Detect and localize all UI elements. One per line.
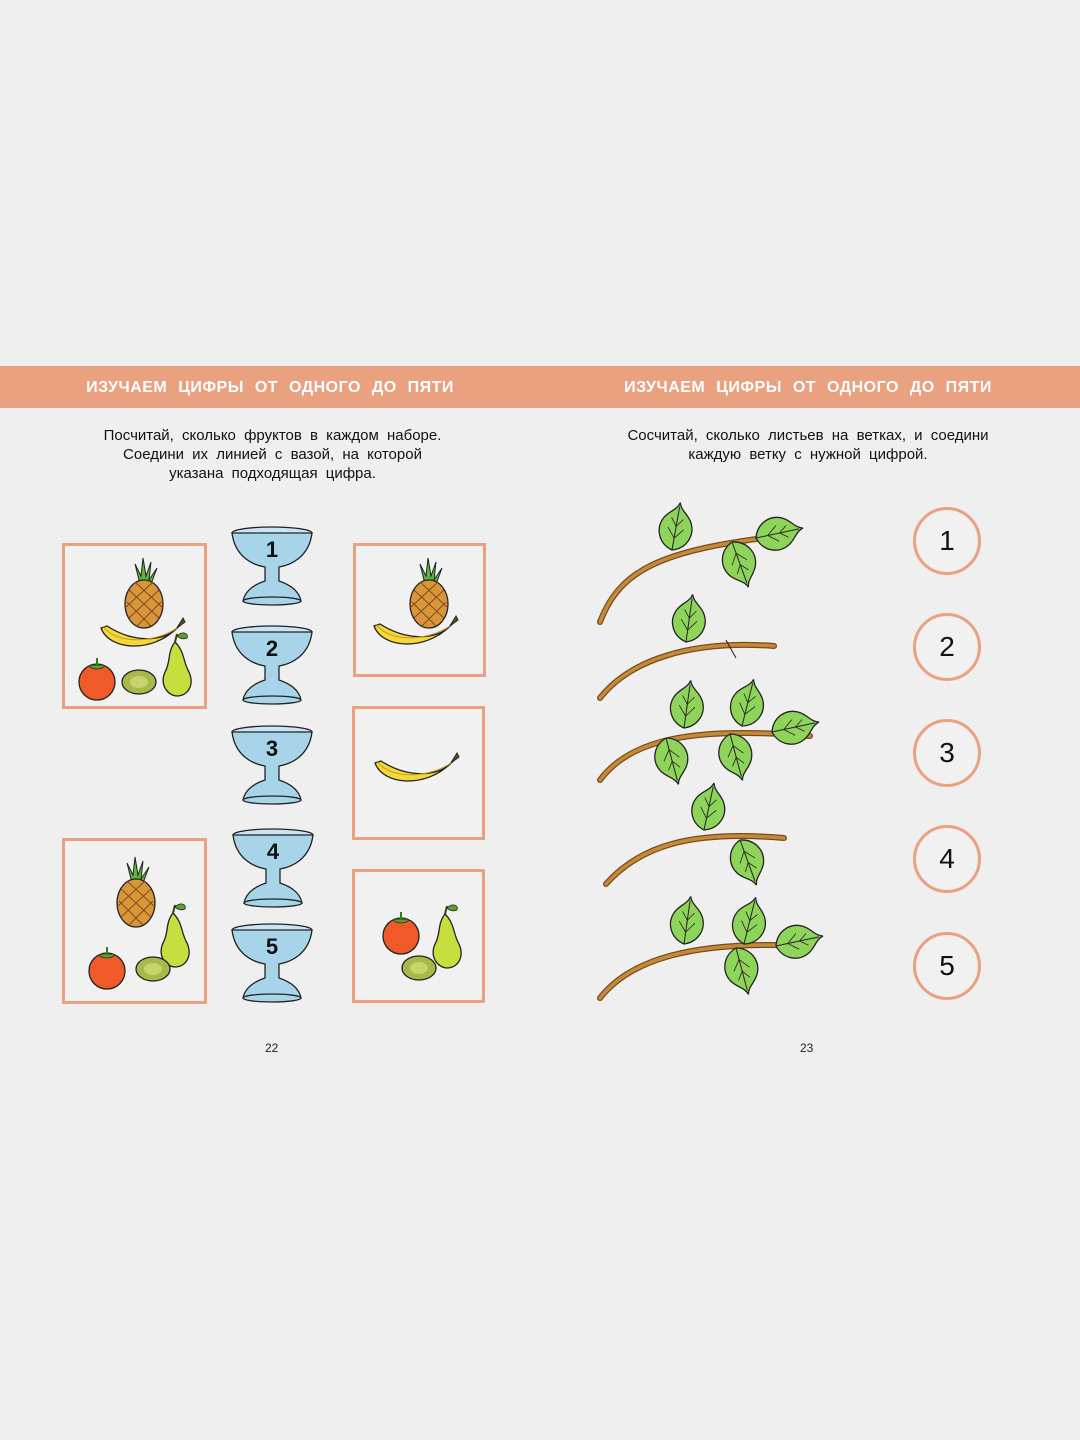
instruction-line: Посчитай, сколько фруктов в каждом набор… [103,427,442,444]
leaf-icon [687,779,731,835]
leaf-icon [669,591,710,645]
leaf-icon [713,729,759,786]
kiwi-icon [401,955,437,981]
leaf-icon [719,943,765,1000]
header-band: ИЗУЧАЕМ ЦИФРЫ ОТ ОДНОГО ДО ПЯТИ ИЗУЧАЕМ … [0,366,1080,408]
right-page-title: ИЗУЧАЕМ ЦИФРЫ ОТ ОДНОГО ДО ПЯТИ [624,379,992,396]
vase-number: 5 [265,934,279,959]
number-circle-1[interactable]: 1 [913,507,981,575]
fruit-set-2[interactable] [62,838,207,1004]
pineapple-icon [124,557,164,629]
number-circle-2[interactable]: 2 [913,613,981,681]
vase-number: 2 [265,636,279,661]
branch-2[interactable] [597,591,777,701]
instruction-line: Соедини их линией с вазой, на которой [123,446,422,463]
tomato-icon [88,946,126,990]
vase-1[interactable]: 1 [229,526,315,607]
pear-icon [162,631,193,697]
branch-3[interactable] [597,674,823,790]
branch-4[interactable] [603,779,787,892]
instruction-line: указана подходящая цифра. [169,465,376,482]
pear-icon [432,903,463,969]
left-page-number: 22 [265,1041,279,1055]
leaf-icon [724,833,773,892]
branch-5[interactable] [597,892,827,1001]
pineapple-icon [116,856,156,928]
leaf-icon [751,511,807,555]
leaf-icon [667,893,708,947]
vase-4[interactable]: 4 [230,828,316,909]
leaf-icon [727,892,773,949]
leaf-icon [725,674,771,731]
instruction-line: Сосчитай, сколько листьев на ветках, и с… [627,427,989,444]
kiwi-icon [121,669,157,695]
pineapple-icon [409,557,449,629]
leaf-icon [771,919,827,963]
vase-number: 4 [266,839,280,864]
vase-2[interactable]: 2 [229,625,315,706]
left-instruction: Посчитай, сколько фруктов в каждом набор… [40,426,505,483]
fruit-set-1[interactable] [62,543,207,709]
leaf-icon [767,705,823,749]
number-circle-3[interactable]: 3 [913,719,981,787]
fruit-set-5[interactable] [352,869,485,1003]
leaf-icon [667,677,708,731]
branches-illustration [597,499,827,1001]
fruit-set-3[interactable] [353,543,486,677]
tomato-icon [382,911,420,955]
leaf-icon [655,499,698,554]
vase-3[interactable]: 3 [229,725,315,806]
vase-number: 1 [265,537,279,562]
branch-1[interactable] [597,499,807,625]
right-instruction: Сосчитай, сколько листьев на ветках, и с… [578,426,1038,464]
left-page-title: ИЗУЧАЕМ ЦИФРЫ ОТ ОДНОГО ДО ПЯТИ [86,379,454,396]
number-circle-5[interactable]: 5 [913,932,981,1000]
vase-5[interactable]: 5 [229,923,315,1004]
banana-icon [374,752,460,782]
instruction-line: каждую ветку с нужной цифрой. [688,446,928,463]
pear-icon [160,902,191,968]
right-page-number: 23 [800,1041,814,1055]
vase-number: 3 [265,736,279,761]
kiwi-icon [135,956,171,982]
fruit-set-4[interactable] [352,706,485,840]
tomato-icon [78,657,116,701]
number-circle-4[interactable]: 4 [913,825,981,893]
